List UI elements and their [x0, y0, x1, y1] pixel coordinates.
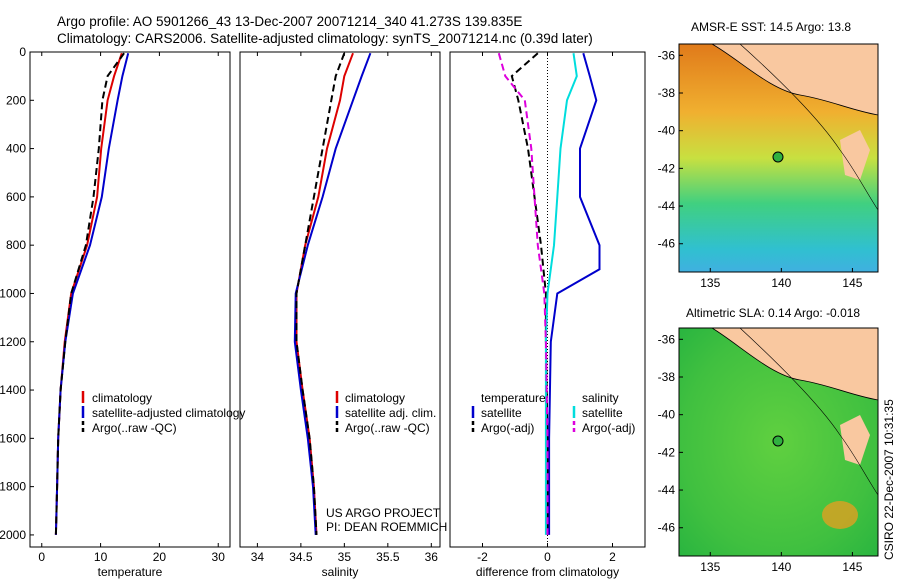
x-tick-label: 36: [425, 550, 439, 564]
plot-frame: [239, 51, 441, 548]
sla-map: [678, 327, 879, 557]
x-axis-label: temperature: [98, 565, 163, 579]
plot-frame: [29, 51, 231, 548]
map-y-tick-label: -38: [658, 86, 676, 100]
map-x-tick-label: 140: [771, 560, 791, 574]
map-y-tick-label: -44: [658, 199, 676, 213]
timestamp-label: CSIRO 22-Dec-2007 10:31:35: [882, 399, 896, 560]
legend-climatology: climatology: [92, 391, 152, 405]
tasmania-land: [840, 415, 870, 465]
legend-satellite-adj: satellite adj. clim.: [345, 406, 436, 420]
argo-float-marker: [772, 151, 784, 163]
difference-legend: temperature satellite Argo(-adj) salinit…: [471, 391, 635, 435]
series-line: [54, 52, 125, 535]
pi-label: PI: DEAN ROEMMICH: [326, 520, 447, 534]
sst-map-axes: 135 140 145 -36 -38 -40 -42 -44 -46: [658, 48, 863, 290]
sla-map-axes: 135 140 145 -36 -38 -40 -42 -44 -46: [658, 332, 863, 574]
legend-climatology: climatology: [345, 391, 405, 405]
series-line: [510, 52, 549, 535]
map-y-tick-label: -36: [658, 48, 676, 62]
legend-sal-argo: Argo(-adj): [582, 421, 635, 435]
series-line: [54, 52, 123, 535]
x-tick-label: 0: [38, 550, 45, 564]
salinity-legend: climatology satellite adj. clim. Argo(..…: [335, 391, 436, 435]
figure-title-line1: Argo profile: AO 5901266_43 13-Dec-2007 …: [57, 14, 522, 29]
sla-map-frame: [678, 327, 879, 557]
sst-map-title: AMSR-E SST: 14.5 Argo: 13.8: [691, 20, 851, 34]
map-y-tick-label: -38: [658, 370, 676, 384]
x-tick-label: 10: [94, 550, 108, 564]
x-tick-label: 2: [609, 550, 616, 564]
series-line: [295, 52, 346, 535]
australia-land: [712, 328, 878, 400]
map-y-tick-label: -46: [658, 521, 676, 535]
map-x-tick-label: 145: [842, 560, 862, 574]
map-y-tick-label: -40: [658, 124, 676, 138]
x-tick-label: 0: [544, 550, 551, 564]
coastline: [711, 43, 879, 116]
y-tick-label: 1000: [0, 286, 26, 300]
legend-argo: Argo(..raw -QC): [92, 421, 177, 435]
y-tick-label: 200: [6, 93, 26, 107]
y-tick-label: 2000: [0, 528, 26, 542]
argo-float-marker: [772, 435, 784, 447]
map-y-tick-label: -40: [658, 408, 676, 422]
y-tick-label: 1600: [0, 431, 26, 445]
series-line: [548, 52, 601, 535]
y-tick-label: 1400: [0, 383, 26, 397]
legend-salinity-heading: salinity: [582, 391, 619, 405]
isobath: [739, 43, 879, 211]
salinity-panel: 34 34.5 35 35.5 36 salinity: [239, 51, 441, 579]
x-axis-label: salinity: [322, 565, 359, 579]
series-line: [54, 52, 130, 535]
x-tick-label: 30: [212, 550, 226, 564]
map-x-tick-label: 140: [771, 276, 791, 290]
x-tick-label: 35.5: [376, 550, 400, 564]
y-tick-label: 800: [6, 238, 26, 252]
legend-temperature-heading: temperature: [481, 391, 546, 405]
map-x-tick-label: 135: [700, 560, 720, 574]
map-y-tick-label: -44: [658, 483, 676, 497]
x-tick-label: 34.5: [289, 550, 313, 564]
legend-temp-argo: Argo(-adj): [481, 421, 534, 435]
sla-map-title: Altimetric SLA: 0.14 Argo: -0.018: [686, 306, 860, 320]
map-y-tick-label: -46: [658, 237, 676, 251]
map-x-tick-label: 135: [700, 276, 720, 290]
x-axis-label: difference from climatology: [476, 565, 619, 579]
map-y-tick-label: -36: [658, 332, 676, 346]
x-tick-label: -2: [477, 550, 488, 564]
series-line: [497, 52, 549, 535]
sst-map: [678, 43, 879, 273]
project-label: US ARGO PROJECT: [326, 506, 441, 520]
y-tick-label: 400: [6, 142, 26, 156]
temperature-legend: climatology satellite-adjusted climatolo…: [81, 391, 245, 435]
y-tick-label: 600: [6, 190, 26, 204]
y-tick-label: 1200: [0, 335, 26, 349]
x-tick-label: 34: [251, 550, 265, 564]
y-tick-label: 1800: [0, 480, 26, 494]
legend-temp-satellite: satellite: [481, 406, 522, 420]
figure-title-line2: Climatology: CARS2006. Satellite-adjuste…: [57, 31, 593, 46]
tasmania-land: [840, 130, 870, 180]
coastline: [711, 327, 879, 401]
legend-sal-satellite: satellite: [582, 406, 623, 420]
map-y-tick-label: -42: [658, 445, 676, 459]
temperature-panel: 0 10 20 30 0 200 400 600 800 1000 1200 1400 1600 1800…: [0, 45, 231, 579]
x-tick-label: 35: [338, 550, 352, 564]
legend-satellite-adjusted: satellite-adjusted climatology: [92, 406, 245, 420]
map-y-tick-label: -42: [658, 161, 676, 175]
x-tick-label: 20: [153, 550, 167, 564]
map-x-tick-label: 145: [842, 276, 862, 290]
y-tick-label: 0: [19, 45, 26, 59]
legend-argo: Argo(..raw -QC): [345, 421, 430, 435]
series-line: [544, 53, 578, 535]
sst-map-frame: [678, 43, 879, 273]
australia-land: [712, 44, 878, 115]
isobath: [739, 327, 879, 496]
sla-high-anomaly: [822, 501, 858, 529]
